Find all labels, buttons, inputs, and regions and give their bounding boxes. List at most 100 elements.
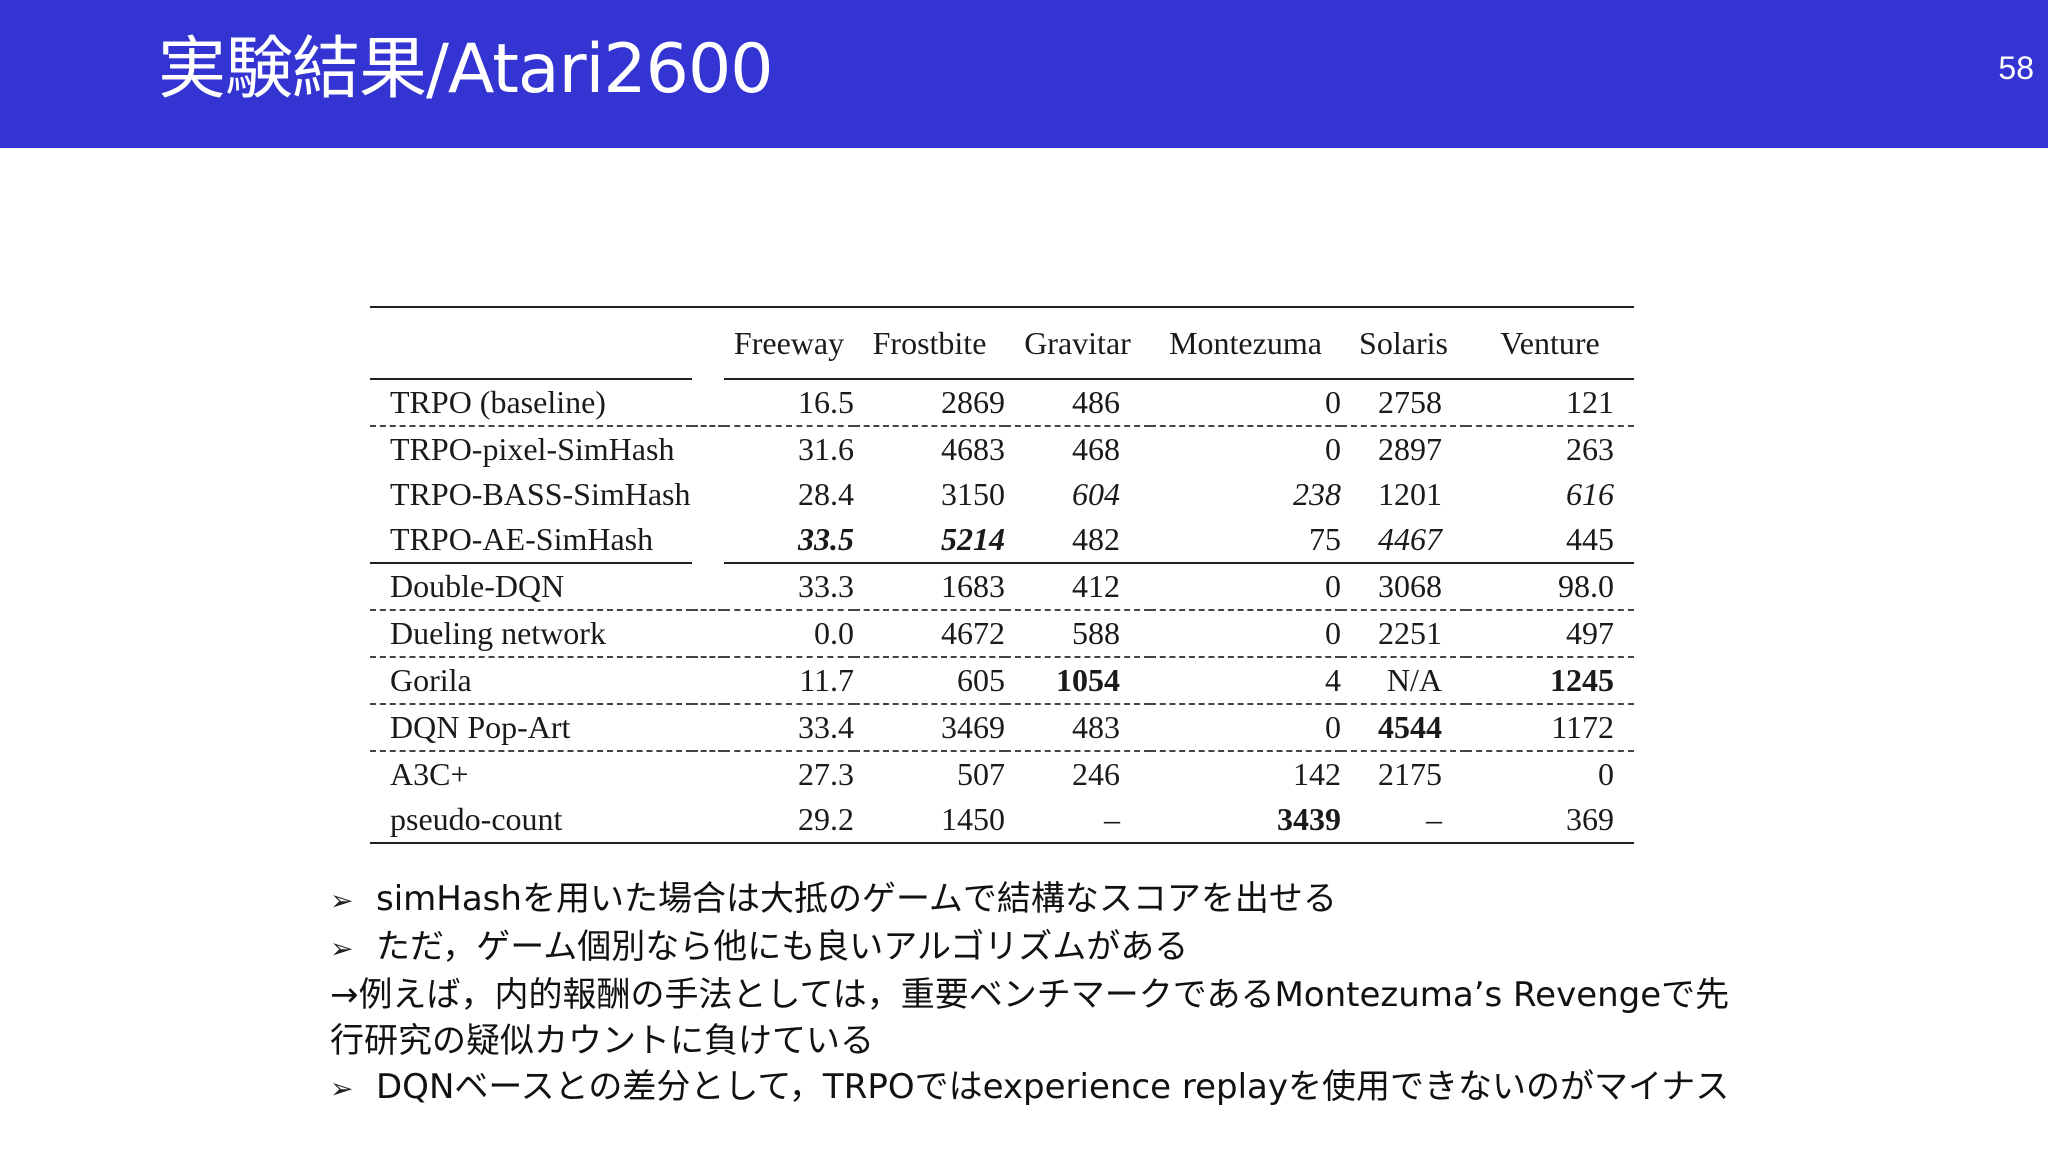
slide-title: 実験結果/Atari2600 xyxy=(158,30,773,109)
score-cell: 2758 xyxy=(1341,379,1466,427)
score-cell: 2897 xyxy=(1378,431,1442,467)
score-cell: 616 xyxy=(1566,476,1614,512)
score-cell: 2869 xyxy=(854,379,1005,427)
score-cell: 3150 xyxy=(941,476,1005,512)
column-header: Venture xyxy=(1466,307,1634,380)
column-header: Solaris xyxy=(1341,307,1466,380)
score-cell: 3469 xyxy=(854,704,1005,752)
page-number: 58 xyxy=(1998,50,2034,86)
score-cell: 1201 xyxy=(1378,476,1442,512)
score-cell: 1245 xyxy=(1466,657,1634,705)
score-cell: 4544 xyxy=(1341,704,1466,752)
score-cell: 98.0 xyxy=(1466,563,1634,611)
score-cell: 0 xyxy=(1598,756,1614,792)
score-cell: 1683 xyxy=(854,563,1005,611)
table-row: Double-DQN 33.3 1683 412 0 3068 98.0 xyxy=(370,563,1634,611)
score-cell: – xyxy=(1341,797,1466,844)
bullet-item: ➢ ただ，ゲーム個別なら他にも良いアルゴリズムがある xyxy=(330,924,1890,972)
score-cell: 238 xyxy=(1293,476,1341,512)
score-cell: 4672 xyxy=(854,610,1005,658)
arrow-bullet-icon: ➢ xyxy=(330,1072,354,1105)
score-cell: 31.6 xyxy=(798,431,854,467)
score-cell: 75 xyxy=(1150,517,1341,564)
score-cell: 588 xyxy=(1005,610,1150,658)
column-header: Frostbite xyxy=(854,307,1005,380)
score-cell: 263 xyxy=(1566,431,1614,467)
score-cell: 4 xyxy=(1150,657,1341,705)
column-header: Freeway xyxy=(724,307,854,380)
score-cell: 497 xyxy=(1466,610,1634,658)
table-row: TRPO-AE-SimHash 33.5 5214 482 75 4467 44… xyxy=(370,517,1634,564)
score-cell: 121 xyxy=(1466,379,1634,427)
table-row: Gorila 11.7 605 1054 4 N/A 1245 xyxy=(370,657,1634,705)
column-header: Montezuma xyxy=(1150,307,1341,380)
score-cell: 486 xyxy=(1005,379,1150,427)
table-row: TRPO-pixel-SimHash 31.6 4683 468 0 2897 … xyxy=(370,426,1634,472)
table-header-row: Freeway Frostbite Gravitar Montezuma Sol… xyxy=(370,307,1634,380)
method-cell: Gorila xyxy=(370,657,692,705)
score-cell: 3068 xyxy=(1341,563,1466,611)
score-cell: 507 xyxy=(957,756,1005,792)
bullet-item: ➢ simHashを用いた場合は大抵のゲームで結構なスコアを出せる xyxy=(330,876,1890,924)
score-cell: 0 xyxy=(1150,563,1341,611)
method-cell: TRPO (baseline) xyxy=(370,379,692,427)
score-cell: 27.3 xyxy=(798,756,854,792)
score-cell: 33.4 xyxy=(724,704,854,752)
table-row: TRPO (baseline) 16.5 2869 486 0 2758 121 xyxy=(370,379,1634,427)
method-cell: Double-DQN xyxy=(370,563,692,611)
method-column-header xyxy=(370,307,692,380)
score-cell: 2175 xyxy=(1378,756,1442,792)
table-row: pseudo-count 29.2 1450 – 3439 – 369 xyxy=(370,797,1634,844)
score-cell: 604 xyxy=(1072,476,1120,512)
score-cell: 445 xyxy=(1466,517,1634,564)
score-cell: 29.2 xyxy=(724,797,854,844)
score-cell: 28.4 xyxy=(798,476,854,512)
method-cell: TRPO-pixel-SimHash xyxy=(390,431,675,467)
method-cell: pseudo-count xyxy=(370,797,692,844)
score-cell: 2251 xyxy=(1341,610,1466,658)
table-row: TRPO-BASS-SimHash 28.4 3150 604 238 1201… xyxy=(370,472,1634,517)
score-cell: N/A xyxy=(1341,657,1466,705)
method-cell: A3C+ xyxy=(390,756,469,792)
score-cell: 11.7 xyxy=(724,657,854,705)
score-cell: 605 xyxy=(854,657,1005,705)
score-cell: 0 xyxy=(1325,431,1341,467)
table-row: Dueling network 0.0 4672 588 0 2251 497 xyxy=(370,610,1634,658)
score-cell: 1450 xyxy=(854,797,1005,844)
score-cell: 0.0 xyxy=(724,610,854,658)
method-cell: TRPO-BASS-SimHash xyxy=(390,476,691,512)
table-row: DQN Pop-Art 33.4 3469 483 0 4544 1172 xyxy=(370,704,1634,752)
score-cell: 16.5 xyxy=(724,379,854,427)
bullet-text: ただ，ゲーム個別なら他にも良いアルゴリズムがある xyxy=(376,927,1189,967)
score-cell: 468 xyxy=(1072,431,1120,467)
score-cell: – xyxy=(1005,797,1150,844)
bullet-text: DQNベースとの差分として，TRPOではexperience replayを使用… xyxy=(376,1067,1730,1107)
score-cell: 1054 xyxy=(1005,657,1150,705)
method-cell: Dueling network xyxy=(370,610,692,658)
score-cell: 0 xyxy=(1150,379,1341,427)
arrow-bullet-icon: ➢ xyxy=(330,932,354,965)
score-cell: 33.5 xyxy=(724,517,854,564)
score-cell: 483 xyxy=(1005,704,1150,752)
score-cell: 3439 xyxy=(1150,797,1341,844)
score-cell: 5214 xyxy=(854,517,1005,564)
bullet-text: simHashを用いた場合は大抵のゲームで結構なスコアを出せる xyxy=(376,879,1337,919)
method-cell: DQN Pop-Art xyxy=(370,704,692,752)
arrow-bullet-icon: ➢ xyxy=(330,884,354,917)
note-text-line: →例えば，内的報酬の手法としては，重要ベンチマークであるMontezuma’s … xyxy=(330,975,1730,1015)
score-cell: 142 xyxy=(1293,756,1341,792)
score-cell: 33.3 xyxy=(724,563,854,611)
column-header: Gravitar xyxy=(1005,307,1150,380)
score-cell: 0 xyxy=(1150,610,1341,658)
score-cell: 0 xyxy=(1150,704,1341,752)
score-cell: 4467 xyxy=(1341,517,1466,564)
score-cell: 246 xyxy=(1072,756,1120,792)
score-cell: 369 xyxy=(1466,797,1634,844)
method-cell: TRPO-AE-SimHash xyxy=(370,517,692,564)
score-cell: 412 xyxy=(1005,563,1150,611)
title-bar xyxy=(0,0,2048,148)
note-text-line: 行研究の疑似カウントに負けている xyxy=(330,1021,874,1061)
score-cell: 1172 xyxy=(1466,704,1634,752)
score-cell: 482 xyxy=(1005,517,1150,564)
results-table: Freeway Frostbite Gravitar Montezuma Sol… xyxy=(370,306,1634,844)
